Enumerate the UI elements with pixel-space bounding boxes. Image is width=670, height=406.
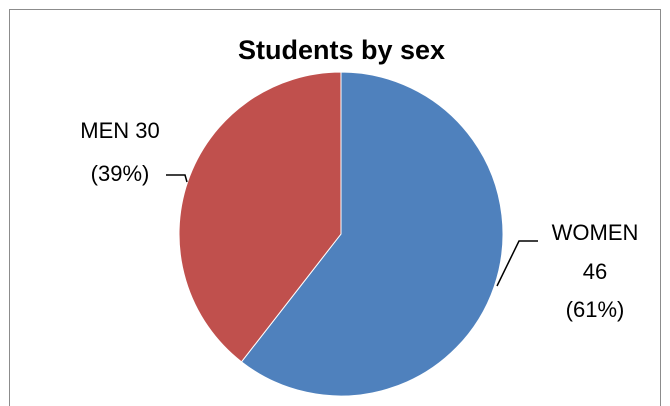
women-label-line1: WOMEN	[552, 220, 639, 245]
leader-line-men	[166, 174, 188, 183]
women-label-line2: 46	[583, 259, 607, 284]
leader-line-women	[496, 240, 538, 287]
pie-slice-women	[240, 71, 504, 397]
women-label-line3: (61%)	[566, 297, 625, 322]
pie-slice-men	[178, 71, 342, 363]
men-label-line1: MEN 30	[80, 118, 159, 143]
men-label-line2: (39%)	[91, 161, 150, 186]
chart-title: Students by sex	[237, 35, 446, 65]
